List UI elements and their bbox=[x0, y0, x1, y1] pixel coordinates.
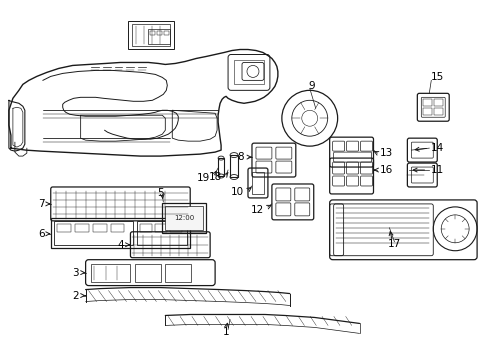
Text: 12: 12 bbox=[250, 205, 264, 215]
Bar bbox=[51, 218, 190, 248]
Text: 18: 18 bbox=[208, 172, 222, 182]
Text: 5: 5 bbox=[157, 188, 163, 198]
Text: 16: 16 bbox=[379, 165, 392, 175]
Bar bbox=[157, 31, 162, 35]
Text: 2: 2 bbox=[72, 291, 79, 301]
Bar bbox=[229, 155, 238, 177]
Bar bbox=[137, 221, 187, 245]
Bar bbox=[251, 172, 264, 194]
Bar bbox=[165, 264, 191, 282]
Text: 12:00: 12:00 bbox=[174, 215, 194, 221]
Bar bbox=[155, 224, 167, 232]
Bar bbox=[132, 24, 170, 45]
Bar bbox=[135, 264, 161, 282]
Text: 17: 17 bbox=[387, 239, 400, 249]
Bar bbox=[148, 28, 170, 44]
Bar bbox=[75, 224, 88, 232]
Bar bbox=[433, 108, 442, 115]
Bar bbox=[140, 224, 152, 232]
Text: 6: 6 bbox=[38, 229, 45, 239]
Text: 11: 11 bbox=[430, 165, 444, 175]
Text: 10: 10 bbox=[230, 187, 244, 197]
Bar bbox=[110, 224, 124, 232]
Bar bbox=[57, 224, 71, 232]
Text: 13: 13 bbox=[379, 148, 392, 158]
Bar bbox=[423, 108, 431, 115]
Text: 7: 7 bbox=[38, 199, 45, 209]
Text: 1: 1 bbox=[223, 327, 229, 337]
Text: 3: 3 bbox=[72, 267, 79, 278]
Text: 15: 15 bbox=[430, 72, 444, 82]
Bar bbox=[423, 99, 431, 106]
Bar bbox=[128, 21, 174, 49]
Bar bbox=[170, 224, 182, 232]
Bar bbox=[92, 224, 106, 232]
Bar bbox=[234, 60, 264, 84]
Text: 19: 19 bbox=[197, 173, 210, 183]
Bar bbox=[218, 158, 224, 176]
Text: 4: 4 bbox=[118, 240, 124, 250]
Bar bbox=[164, 31, 169, 35]
Bar bbox=[90, 264, 130, 282]
Bar bbox=[150, 31, 155, 35]
Text: 8: 8 bbox=[237, 152, 244, 162]
Text: 9: 9 bbox=[308, 81, 314, 91]
Bar bbox=[54, 221, 133, 245]
Text: 14: 14 bbox=[430, 143, 444, 153]
Bar bbox=[433, 99, 442, 106]
Bar bbox=[165, 206, 203, 230]
Bar bbox=[162, 203, 206, 233]
